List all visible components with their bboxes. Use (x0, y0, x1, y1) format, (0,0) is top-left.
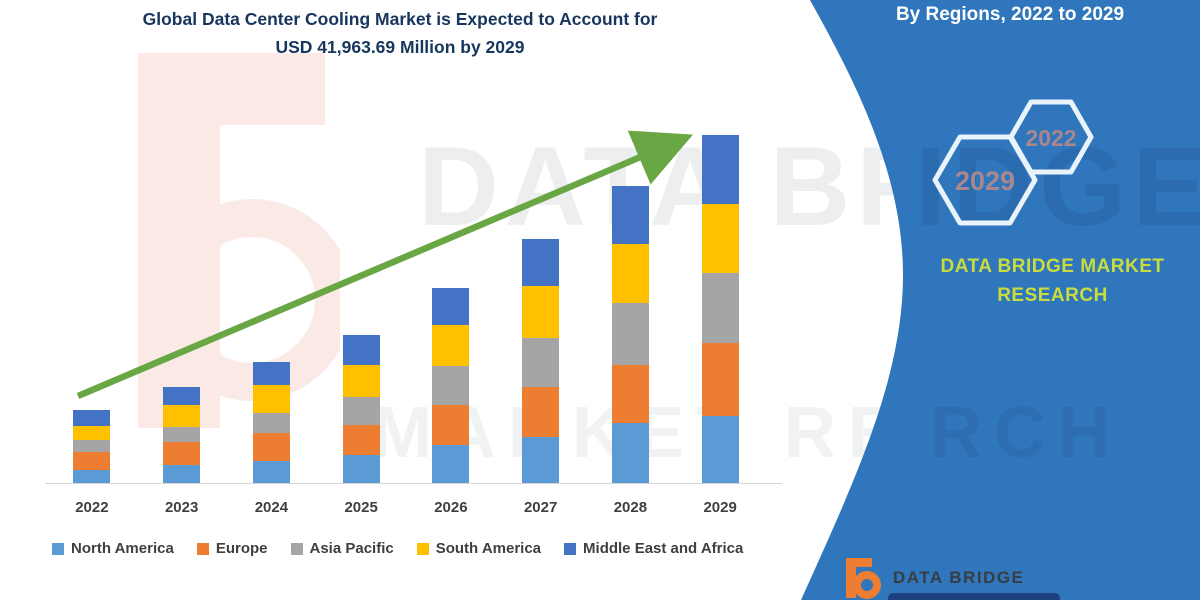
legend-swatch-icon (290, 542, 303, 555)
segment-2029-asia-pacific (701, 273, 739, 343)
legend-item-north-america: North America (52, 540, 174, 557)
segment-2029-europe (701, 342, 739, 416)
legend-item-middle-east-and-africa: Middle East and Africa (564, 540, 743, 557)
panel-header: By Regions, 2022 to 2029 (895, 4, 1125, 25)
legend-label: North America (71, 540, 174, 557)
x-axis-label-2026: 2026 (434, 499, 468, 516)
segment-2024-asia-pacific (252, 413, 290, 433)
x-axis-label-2024: 2024 (254, 499, 289, 516)
dbmr-logo: DATA BRIDGE (838, 556, 1024, 600)
segment-2025-europe (342, 425, 380, 456)
dbmr-logo-text: DATA BRIDGE (893, 568, 1025, 587)
chart-title-line2: USD 41,963.69 Million by 2029 (275, 37, 525, 57)
legend-label: South America (435, 540, 542, 557)
legend-swatch-icon (196, 542, 209, 555)
brand-text-line1: DATA BRIDGE MARKET (940, 256, 1165, 277)
legend-swatch-icon (416, 542, 429, 555)
segment-2027-north-america (522, 437, 560, 483)
segment-2025-north-america (342, 455, 380, 483)
segment-2023-europe (163, 442, 201, 465)
bar-slot-2022 (47, 100, 137, 483)
segment-2026-north-america (432, 445, 470, 483)
segment-2022-south-america (73, 425, 111, 440)
chart-legend: North America Europe Asia Pacific South Ame… (52, 540, 782, 557)
bar-slot-2029 (675, 100, 765, 483)
x-axis-labels: 2022 2023 2024 2025 2026 2027 2028 2029 (47, 499, 765, 516)
watermark-text-row1-panel: IDGE (915, 124, 1200, 249)
legend-label: Asia Pacific (309, 540, 394, 557)
segment-2029-north-america (701, 416, 739, 483)
legend-item-asia-pacific: Asia Pacific (290, 540, 394, 557)
brand-text: DATA BRIDGE MARKET RESEARCH (905, 252, 1200, 310)
chart-title-line1: Global Data Center Cooling Market is Exp… (142, 9, 658, 29)
chart-title: Global Data Center Cooling Market is Exp… (40, 5, 760, 61)
segment-2023-asia-pacific (163, 427, 201, 442)
watermark-text-row2-panel: RCH (930, 393, 1122, 473)
x-axis-label-2029: 2029 (703, 499, 737, 516)
segment-2022-north-america (73, 469, 111, 483)
segment-2023-north-america (163, 465, 201, 483)
x-axis-label-2025: 2025 (344, 499, 378, 516)
segment-2024-north-america (252, 460, 290, 483)
stacked-bar-2022 (73, 409, 111, 483)
brand-text-line2: RESEARCH (997, 285, 1108, 306)
x-axis-line (45, 483, 782, 484)
legend-item-south-america: South America (416, 540, 542, 557)
stacked-bar-2029 (701, 135, 739, 483)
segment-2022-asia-pacific (73, 439, 111, 452)
segment-2026-europe (432, 405, 470, 446)
legend-swatch-icon (564, 542, 577, 555)
dbmr-logo-b-icon (846, 558, 881, 599)
segment-2024-europe (252, 433, 290, 461)
segment-2022-europe (73, 451, 111, 470)
dbmr-logo-strip (888, 593, 1060, 600)
segment-2028-north-america (611, 423, 649, 483)
segment-2029-south-america (701, 204, 739, 273)
x-axis-label-2023: 2023 (164, 499, 199, 516)
segment-2023-south-america (163, 404, 201, 427)
segment-2025-asia-pacific (342, 397, 380, 425)
legend-item-europe: Europe (196, 540, 268, 557)
segment-2029-middle-east-and-africa (701, 135, 739, 204)
legend-label: Europe (215, 540, 268, 557)
x-axis-label-2027: 2027 (523, 499, 558, 516)
x-axis-label-2022: 2022 (75, 499, 109, 516)
legend-label: Middle East and Africa (583, 540, 744, 557)
x-axis-label-2028: 2028 (613, 499, 648, 516)
legend-swatch-icon (52, 542, 64, 555)
segment-2022-middle-east-and-africa (73, 409, 111, 426)
